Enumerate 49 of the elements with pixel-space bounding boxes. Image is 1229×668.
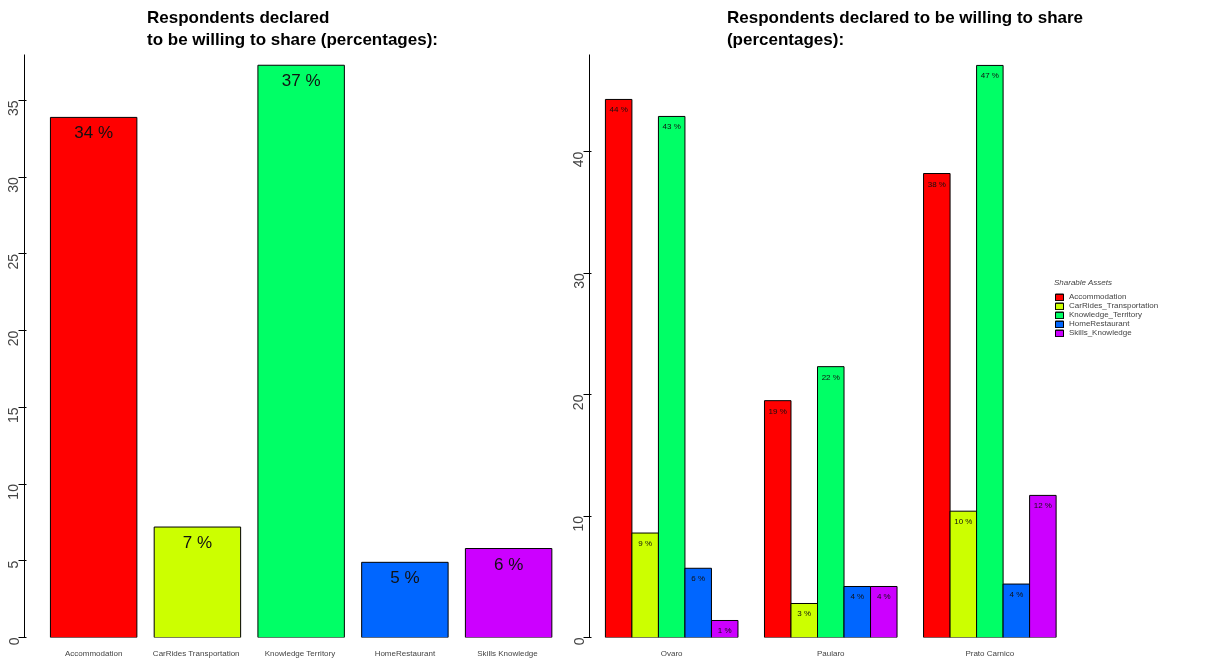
data-label: 47 % xyxy=(980,71,999,81)
data-label: 12 % xyxy=(1033,501,1052,511)
data-label: 1 % xyxy=(717,626,732,636)
data-label: 3 % xyxy=(797,609,812,619)
legend-label: HomeRestaurant xyxy=(1069,319,1130,328)
legend-label: Skills_Knowledge xyxy=(1069,328,1132,337)
data-label: 44 % xyxy=(609,105,628,115)
data-label: 6 % xyxy=(691,574,706,584)
data-label: 37 % xyxy=(281,71,321,91)
y-tick-label: 35 xyxy=(5,100,22,117)
data-label: 4 % xyxy=(876,592,891,602)
y-tick-label: 5 xyxy=(5,560,22,569)
legend-label: Knowledge_Territory xyxy=(1069,310,1142,319)
y-tick-label: 0 xyxy=(5,637,22,646)
data-label: 9 % xyxy=(638,539,653,549)
y-tick-label: 25 xyxy=(5,253,22,270)
data-label: 10 % xyxy=(954,517,973,527)
x-tick-label: Prato Carnico xyxy=(965,648,1015,658)
data-label: 4 % xyxy=(1009,590,1024,600)
y-tick-label: 20 xyxy=(570,394,587,411)
y-tick-label: 20 xyxy=(5,330,22,347)
y-tick-label: 30 xyxy=(570,272,587,289)
x-tick-label: Knowledge Territory xyxy=(264,648,336,658)
data-label: 5 % xyxy=(390,568,420,588)
data-label: 22 % xyxy=(821,372,840,382)
data-label: 19 % xyxy=(768,406,787,416)
legend-label: Accommodation xyxy=(1069,292,1127,301)
x-tick-label: Skills Knowledge xyxy=(477,648,539,658)
legend-label: CarRides_Transportation xyxy=(1069,301,1159,310)
data-label: 4 % xyxy=(850,592,865,602)
legend-title: Sharable Assets xyxy=(1054,278,1113,287)
x-tick-label: Ovaro xyxy=(660,648,684,658)
x-tick-label: HomeRestaurant xyxy=(374,648,436,658)
y-tick-label: 40 xyxy=(570,151,587,168)
y-tick-label: 10 xyxy=(5,483,22,500)
y-tick-label: 10 xyxy=(570,515,587,532)
y-tick-label: 0 xyxy=(570,637,587,646)
y-tick-label: 30 xyxy=(5,177,22,193)
chart-title: Respondents declared to be willing to share (percentages): xyxy=(726,7,1084,50)
chart-title: Respondents declared to be willing to share (percentages): xyxy=(147,7,438,50)
data-label: 43 % xyxy=(662,122,681,132)
data-label: 34 % xyxy=(74,123,114,143)
y-tick-label: 15 xyxy=(5,407,22,423)
x-tick-label: CarRides Transportation xyxy=(152,648,240,658)
data-label: 6 % xyxy=(493,554,524,574)
data-label: 38 % xyxy=(927,179,946,189)
x-tick-label: Accommodation xyxy=(64,648,123,658)
data-label: 7 % xyxy=(182,533,213,553)
x-tick-label: Paularo xyxy=(816,648,846,658)
